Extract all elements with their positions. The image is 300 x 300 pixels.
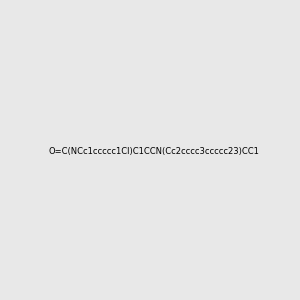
Text: O=C(NCc1ccccc1Cl)C1CCN(Cc2cccc3ccccc23)CC1: O=C(NCc1ccccc1Cl)C1CCN(Cc2cccc3ccccc23)C… — [48, 147, 259, 156]
